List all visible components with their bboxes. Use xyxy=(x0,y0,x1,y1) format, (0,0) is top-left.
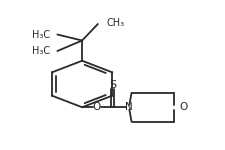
Text: O: O xyxy=(93,102,101,112)
Text: H₃C: H₃C xyxy=(32,30,50,39)
Text: N: N xyxy=(126,102,133,112)
Text: O: O xyxy=(180,102,188,112)
Text: CH₃: CH₃ xyxy=(106,18,125,28)
Text: H₃C: H₃C xyxy=(32,46,50,56)
Text: S: S xyxy=(109,80,116,90)
